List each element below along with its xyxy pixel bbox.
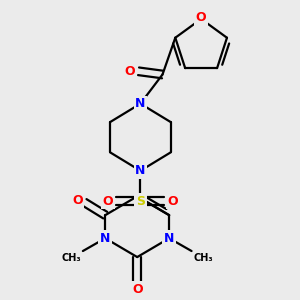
Text: O: O — [72, 194, 83, 207]
Text: O: O — [167, 195, 178, 208]
Text: CH₃: CH₃ — [62, 253, 81, 262]
Text: O: O — [196, 11, 206, 24]
Text: O: O — [132, 283, 142, 296]
Text: O: O — [103, 195, 113, 208]
Text: S: S — [136, 195, 145, 208]
Text: N: N — [100, 232, 110, 245]
Text: O: O — [124, 65, 135, 78]
Text: N: N — [135, 164, 146, 177]
Text: N: N — [135, 97, 146, 110]
Text: N: N — [164, 232, 174, 245]
Text: CH₃: CH₃ — [193, 253, 213, 262]
